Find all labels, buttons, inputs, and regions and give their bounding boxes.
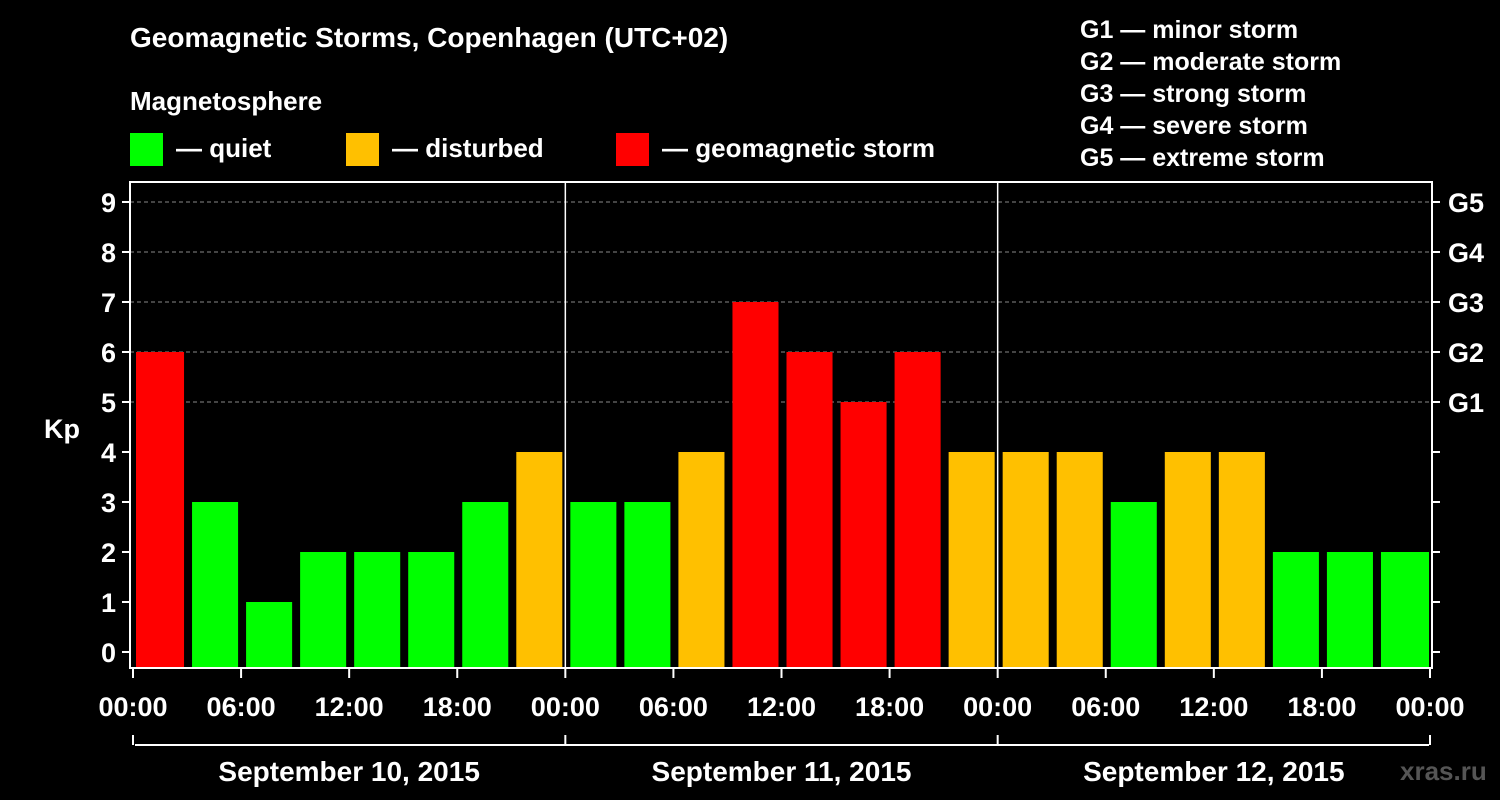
y-tick-label: 2 [101, 538, 116, 568]
legend-quiet-swatch [130, 133, 163, 166]
x-tick-label: 18:00 [1287, 692, 1356, 722]
x-tick-label: 06:00 [639, 692, 708, 722]
storm-scale-g5: G5 — extreme storm [1080, 144, 1325, 172]
kp-bar [948, 452, 995, 668]
y-tick-label: 4 [101, 438, 116, 468]
y-tick-label: 6 [101, 338, 116, 368]
x-tick-label: 18:00 [855, 692, 924, 722]
x-tick-label: 06:00 [1071, 692, 1140, 722]
kp-bar [732, 302, 779, 668]
storm-scale-g2: G2 — moderate storm [1080, 48, 1342, 76]
kp-bar [1164, 452, 1211, 668]
y-tick-label: 9 [101, 188, 116, 218]
kp-bar [246, 602, 293, 668]
legend-storm-label: — geomagnetic storm [662, 133, 936, 163]
y-axis-label: Kp [44, 414, 80, 444]
kp-bar [516, 452, 563, 668]
kp-bar [786, 352, 833, 668]
y-tick-label: 5 [101, 388, 116, 418]
right-axis-label: G5 [1448, 188, 1484, 218]
kp-bar [894, 352, 941, 668]
kp-bar [136, 352, 185, 668]
storm-scale-g4: G4 — severe storm [1080, 112, 1308, 140]
x-tick-label: 00:00 [531, 692, 600, 722]
storm-scale-g3: G3 — strong storm [1080, 80, 1307, 108]
date-label: September 12, 2015 [1083, 756, 1345, 787]
storm-scale-g1: G1 — minor storm [1080, 16, 1299, 44]
kp-bar [570, 502, 617, 668]
x-tick-label: 12:00 [1179, 692, 1248, 722]
date-label: September 10, 2015 [218, 756, 480, 787]
x-tick-label: 06:00 [207, 692, 276, 722]
y-tick-label: 1 [101, 588, 116, 618]
legend-disturbed-swatch [346, 133, 379, 166]
right-axis-label: G2 [1448, 338, 1484, 368]
chart-title: Geomagnetic Storms, Copenhagen (UTC+02) [130, 22, 729, 53]
date-label: September 11, 2015 [652, 756, 912, 787]
right-axis-label: G1 [1448, 388, 1484, 418]
kp-bar [462, 502, 509, 668]
kp-bar [408, 552, 455, 668]
x-tick-label: 18:00 [423, 692, 492, 722]
kp-bar [1056, 452, 1103, 668]
chart-subtitle: Magnetosphere [130, 86, 323, 116]
legend-disturbed-label: — disturbed [392, 133, 544, 163]
kp-bar [840, 402, 887, 668]
y-tick-label: 7 [101, 288, 116, 318]
x-tick-label: 12:00 [315, 692, 384, 722]
y-tick-label: 0 [101, 638, 116, 668]
x-tick-label: 00:00 [98, 692, 167, 722]
kp-bar [1110, 502, 1157, 668]
right-axis-label: G4 [1448, 238, 1484, 268]
kp-bar [354, 552, 401, 668]
kp-bar [1380, 552, 1429, 668]
kp-bar [300, 552, 347, 668]
legend-quiet-label: — quiet [176, 133, 272, 163]
kp-bar [1002, 452, 1049, 668]
kp-bar [1218, 452, 1265, 668]
watermark: xras.ru [1400, 756, 1487, 786]
x-tick-label: 00:00 [963, 692, 1032, 722]
legend-storm-swatch [616, 133, 649, 166]
x-tick-label: 12:00 [747, 692, 816, 722]
right-axis-label: G3 [1448, 288, 1484, 318]
storm-scale-list: G1 — minor storm G2 — moderate storm G3 … [1080, 14, 1341, 174]
kp-bar [192, 502, 239, 668]
kp-bar [1326, 552, 1373, 668]
kp-bar [678, 452, 725, 668]
kp-bar [624, 502, 671, 668]
y-tick-label: 3 [101, 488, 116, 518]
x-tick-label: 00:00 [1395, 692, 1464, 722]
y-tick-label: 8 [101, 238, 116, 268]
kp-bar [1272, 552, 1319, 668]
